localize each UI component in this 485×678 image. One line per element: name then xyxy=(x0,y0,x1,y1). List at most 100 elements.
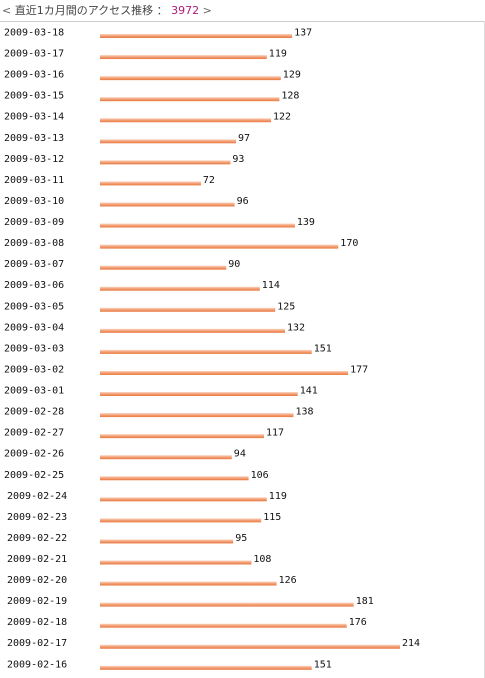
bar xyxy=(100,349,312,354)
bar xyxy=(100,602,354,607)
bar xyxy=(100,518,262,523)
header-divider xyxy=(0,21,485,22)
value-label: 126 xyxy=(279,575,297,586)
header-open-bracket: < xyxy=(2,4,12,17)
date-label: 2009-02-19 xyxy=(7,596,67,607)
value-label: 94 xyxy=(234,449,246,460)
bar-row: 2009-02-24 119 xyxy=(7,491,287,502)
bar xyxy=(100,623,347,628)
bar xyxy=(100,244,339,249)
value-label: 117 xyxy=(266,428,284,439)
value-label: 177 xyxy=(350,364,368,375)
bar-row: 2009-03-16 129 xyxy=(4,70,301,81)
bar-row: 2009-02-28 138 xyxy=(4,407,314,418)
bar-row: 2009-03-11 72 xyxy=(4,175,215,186)
value-label: 132 xyxy=(287,322,305,333)
date-label: 2009-03-04 xyxy=(4,322,64,333)
bar-row: 2009-03-01 141 xyxy=(4,386,318,397)
bar-row: 2009-02-22 95 xyxy=(7,533,247,544)
value-label: 170 xyxy=(340,238,358,249)
bar-row: 2009-03-06 114 xyxy=(4,280,280,291)
bar xyxy=(100,307,276,312)
value-label: 125 xyxy=(277,301,295,312)
bar xyxy=(100,286,260,291)
date-label: 2009-03-02 xyxy=(4,364,64,375)
bar-row: 2009-03-04 132 xyxy=(4,322,305,333)
bar-row: 2009-03-13 97 xyxy=(4,133,250,144)
bar xyxy=(100,581,277,586)
date-label: 2009-03-18 xyxy=(4,28,64,39)
bar xyxy=(100,181,201,186)
bar-row: 2009-03-14 122 xyxy=(4,112,291,123)
bar-row: 2009-02-26 94 xyxy=(4,449,246,460)
bar-row: 2009-03-05 125 xyxy=(4,301,295,312)
bar-row: 2009-02-18 176 xyxy=(7,617,367,628)
value-label: 129 xyxy=(283,70,301,81)
date-label: 2009-03-08 xyxy=(4,238,64,249)
value-label: 115 xyxy=(263,512,281,523)
date-label: 2009-02-17 xyxy=(7,638,67,649)
date-label: 2009-03-09 xyxy=(4,217,64,228)
bar xyxy=(100,139,236,144)
bar xyxy=(100,223,295,228)
date-label: 2009-03-17 xyxy=(4,49,64,60)
bar-row: 2009-03-17 119 xyxy=(4,49,287,60)
bar xyxy=(100,455,232,460)
date-label: 2009-03-12 xyxy=(4,154,64,165)
date-label: 2009-02-16 xyxy=(7,659,67,670)
bar-row: 2009-03-03 151 xyxy=(4,343,332,354)
date-label: 2009-03-07 xyxy=(4,259,64,270)
date-label: 2009-03-14 xyxy=(4,112,64,123)
date-label: 2009-03-10 xyxy=(4,196,64,207)
value-label: 96 xyxy=(237,196,249,207)
bar xyxy=(100,476,249,481)
total-count: 3972 xyxy=(171,4,200,17)
bar xyxy=(100,328,285,333)
bar xyxy=(100,265,227,270)
bar xyxy=(100,34,293,38)
date-label: 2009-02-21 xyxy=(7,554,67,565)
bar-row: 2009-02-16 151 xyxy=(7,659,332,670)
bar xyxy=(100,392,298,397)
date-label: 2009-02-26 xyxy=(4,449,64,460)
bar xyxy=(100,370,349,375)
date-label: 2009-02-22 xyxy=(7,533,67,544)
bar-row: 2009-03-10 96 xyxy=(4,196,249,207)
bar xyxy=(100,560,252,565)
value-label: 137 xyxy=(294,28,312,39)
date-label: 2009-03-01 xyxy=(4,386,64,397)
bar xyxy=(100,97,280,102)
bar-row: 2009-03-12 93 xyxy=(4,154,244,165)
value-label: 72 xyxy=(203,175,215,186)
header-close-bracket: > xyxy=(202,4,212,17)
date-label: 2009-03-16 xyxy=(4,70,64,81)
bar-row: 2009-02-23 115 xyxy=(7,512,281,523)
bar xyxy=(100,434,264,439)
bar-row: 2009-03-08 170 xyxy=(4,238,358,249)
value-label: 119 xyxy=(269,49,287,60)
date-label: 2009-03-05 xyxy=(4,301,64,312)
bar-row: 2009-02-19 181 xyxy=(7,596,374,607)
chart-title: 直近1カ月間のアクセス推移 ： xyxy=(14,4,168,17)
bar xyxy=(100,497,267,502)
date-label: 2009-02-23 xyxy=(7,512,67,523)
date-label: 2009-03-06 xyxy=(4,280,64,291)
value-label: 181 xyxy=(356,596,374,607)
value-label: 151 xyxy=(314,343,332,354)
bar-row: 2009-02-17 214 xyxy=(7,638,420,649)
bar xyxy=(100,160,231,165)
value-label: 106 xyxy=(251,470,269,481)
chart-header: < 直近1カ月間のアクセス推移 ： 3972 > xyxy=(2,3,212,19)
value-label: 108 xyxy=(253,554,271,565)
value-label: 119 xyxy=(269,491,287,502)
date-label: 2009-03-03 xyxy=(4,343,64,354)
bar-row: 2009-03-02 177 xyxy=(4,364,368,375)
value-label: 114 xyxy=(262,280,280,291)
date-label: 2009-02-24 xyxy=(7,491,67,502)
bar-row: 2009-02-25 106 xyxy=(4,470,269,481)
bar-row: 2009-03-15 128 xyxy=(4,91,299,102)
bar xyxy=(100,55,267,60)
value-label: 139 xyxy=(297,217,315,228)
bar xyxy=(100,413,294,418)
